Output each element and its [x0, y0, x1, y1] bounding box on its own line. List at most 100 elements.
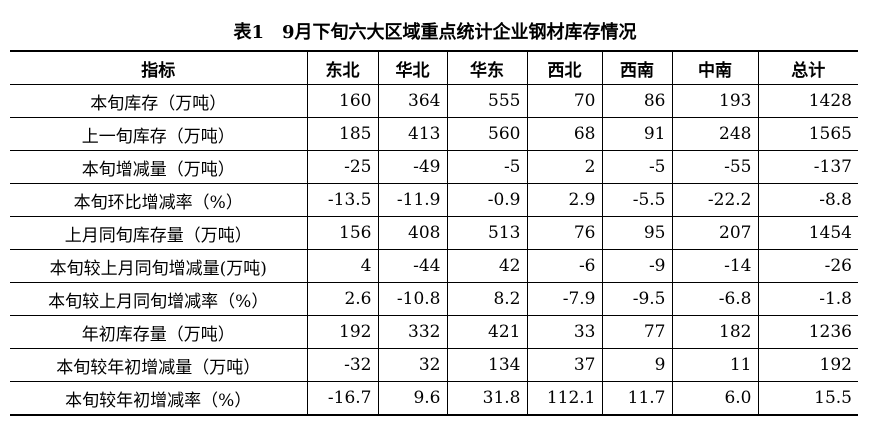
data-cell: -5	[446, 150, 527, 184]
header-cell: 中南	[671, 50, 758, 85]
data-cell: 2	[526, 150, 602, 184]
data-cell: 6.0	[671, 381, 758, 416]
row-label: 本旬环比增减率（%）	[10, 183, 307, 217]
data-cell: 2.9	[526, 183, 602, 217]
data-cell: 192	[757, 348, 858, 382]
data-cell: -55	[671, 150, 758, 184]
table-row: 年初库存量（万吨） 192 332 421 33 77 182 1236	[10, 315, 858, 349]
header-cell: 东北	[306, 50, 378, 85]
data-cell: -14	[671, 249, 758, 283]
data-cell: 1428	[757, 84, 858, 118]
data-cell: 560	[446, 117, 527, 151]
data-cell: 364	[377, 84, 447, 118]
table-title: 表1 9月下旬六大区域重点统计企业钢材库存情况	[233, 22, 637, 43]
table-row: 本旬较上月同旬增减率（%） 2.6 -10.8 8.2 -7.9 -9.5 -6.8 -1.8	[10, 282, 858, 316]
data-cell: 134	[446, 348, 527, 382]
data-cell: 11.7	[601, 381, 672, 416]
data-cell: 248	[671, 117, 758, 151]
data-cell: 32	[377, 348, 447, 382]
header-cell: 华北	[377, 50, 447, 85]
data-cell: -5	[601, 150, 672, 184]
data-cell: 2.6	[306, 282, 378, 316]
header-cell: 总计	[757, 50, 858, 85]
data-cell: -22.2	[671, 183, 758, 217]
data-cell: 182	[671, 315, 758, 349]
data-cell: 112.1	[526, 381, 602, 416]
table-row: 本旬库存（万吨） 160 364 555 70 86 193 1428	[10, 84, 858, 118]
data-cell: 70	[526, 84, 602, 118]
header-cell: 指标	[10, 50, 307, 85]
data-cell: 77	[601, 315, 672, 349]
data-cell: -9.5	[601, 282, 672, 316]
data-cell: -13.5	[306, 183, 378, 217]
header-cell: 西北	[526, 50, 602, 85]
data-cell: -8.8	[757, 183, 858, 217]
data-cell: -44	[377, 249, 447, 283]
row-label: 本旬较上月同旬增减量(万吨)	[10, 249, 307, 283]
header-cell: 华东	[446, 50, 527, 85]
table-row: 本旬增减量（万吨） -25 -49 -5 2 -5 -55 -137	[10, 150, 858, 184]
row-label: 年初库存量（万吨）	[10, 315, 307, 349]
data-cell: 37	[526, 348, 602, 382]
data-cell: -16.7	[306, 381, 378, 416]
data-cell: -10.8	[377, 282, 447, 316]
stock-table: 指标 东北 华北 华东 西北 西南 中南 总计 本旬库存（万吨） 160 364 555 70 86 19…	[10, 50, 858, 416]
table-row: 本旬较年初增减率（%） -16.7 9.6 31.8 112.1 11.7 6.0 15.5	[10, 381, 858, 416]
table-row: 本旬较年初增减量（万吨） -32 32 134 37 9 11 192	[10, 348, 858, 382]
data-cell: 42	[446, 249, 527, 283]
data-cell: -32	[306, 348, 378, 382]
data-cell: 1236	[757, 315, 858, 349]
table-row: 上一旬库存（万吨） 185 413 560 68 91 248 1565	[10, 117, 858, 151]
data-cell: 408	[377, 216, 447, 250]
data-cell: 15.5	[757, 381, 858, 416]
data-cell: -6.8	[671, 282, 758, 316]
data-cell: 31.8	[446, 381, 527, 416]
table-row: 本旬环比增减率（%） -13.5 -11.9 -0.9 2.9 -5.5 -22.2 -8.8	[10, 183, 858, 217]
data-cell: 1565	[757, 117, 858, 151]
row-label: 本旬较年初增减量（万吨）	[10, 348, 307, 382]
data-cell: 68	[526, 117, 602, 151]
data-cell: 76	[526, 216, 602, 250]
data-cell: 33	[526, 315, 602, 349]
data-cell: 413	[377, 117, 447, 151]
data-cell: 9.6	[377, 381, 447, 416]
data-cell: -7.9	[526, 282, 602, 316]
data-cell: 332	[377, 315, 447, 349]
data-cell: 555	[446, 84, 527, 118]
row-label: 本旬较年初增减率（%）	[10, 381, 307, 416]
data-cell: -25	[306, 150, 378, 184]
data-cell: 95	[601, 216, 672, 250]
row-label: 本旬较上月同旬增减率（%）	[10, 282, 307, 316]
data-cell: 1454	[757, 216, 858, 250]
data-cell: 421	[446, 315, 527, 349]
data-cell: 4	[306, 249, 378, 283]
data-cell: 91	[601, 117, 672, 151]
data-cell: -0.9	[446, 183, 527, 217]
header-cell: 西南	[601, 50, 672, 85]
data-cell: -9	[601, 249, 672, 283]
table-row: 上月同旬库存量（万吨） 156 408 513 76 95 207 1454	[10, 216, 858, 250]
row-label: 本旬增减量（万吨）	[10, 150, 307, 184]
data-cell: -1.8	[757, 282, 858, 316]
data-cell: -49	[377, 150, 447, 184]
data-cell: 86	[601, 84, 672, 118]
data-cell: -26	[757, 249, 858, 283]
data-cell: 513	[446, 216, 527, 250]
header-row: 指标 东北 华北 华东 西北 西南 中南 总计	[10, 50, 858, 85]
data-cell: 192	[306, 315, 378, 349]
data-cell: -11.9	[377, 183, 447, 217]
row-label: 本旬库存（万吨）	[10, 84, 307, 118]
data-cell: 156	[306, 216, 378, 250]
data-cell: 207	[671, 216, 758, 250]
data-cell: 193	[671, 84, 758, 118]
data-cell: 160	[306, 84, 378, 118]
data-cell: -6	[526, 249, 602, 283]
data-cell: 9	[601, 348, 672, 382]
table-row: 本旬较上月同旬增减量(万吨) 4 -44 42 -6 -9 -14 -26	[10, 249, 858, 283]
data-cell: 8.2	[446, 282, 527, 316]
data-cell: 11	[671, 348, 758, 382]
row-label: 上一旬库存（万吨）	[10, 117, 307, 151]
data-cell: -5.5	[601, 183, 672, 217]
row-label: 上月同旬库存量（万吨）	[10, 216, 307, 250]
